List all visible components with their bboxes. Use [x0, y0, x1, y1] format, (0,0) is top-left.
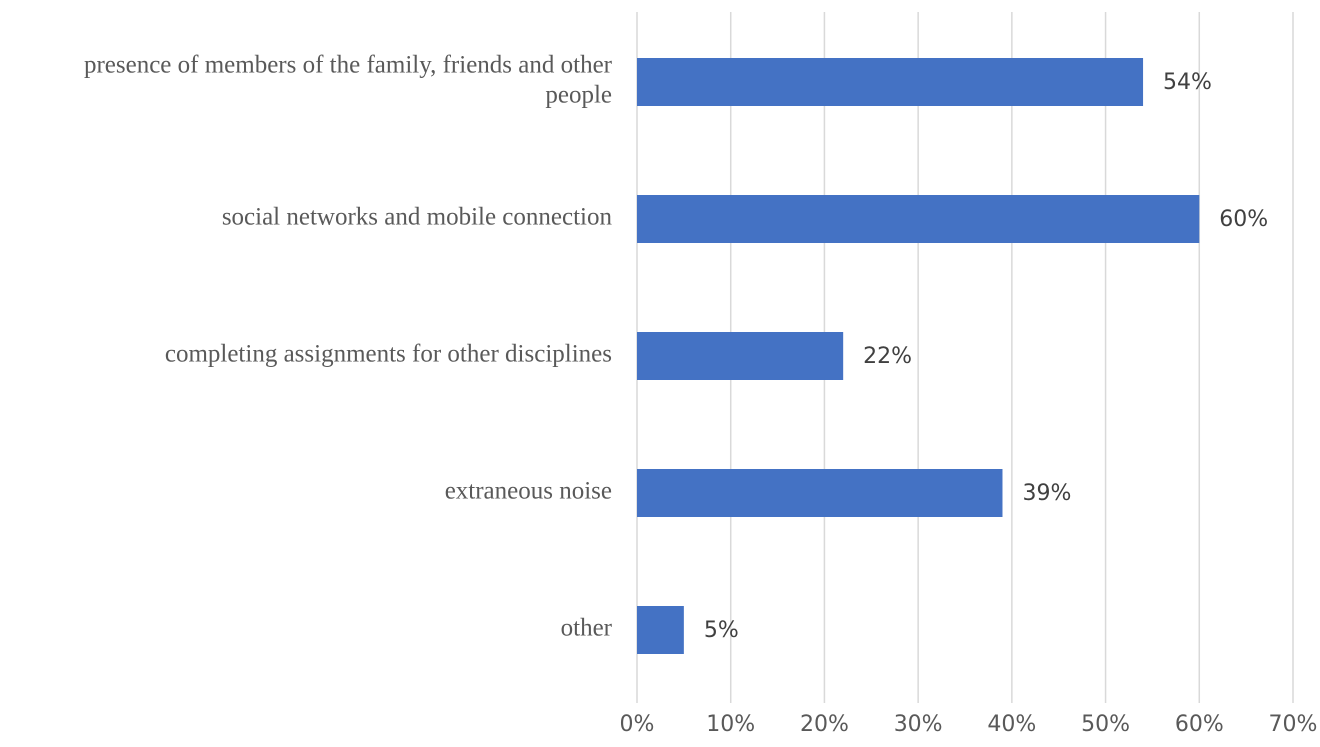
category-label: other — [561, 615, 613, 642]
category-labels: presence of members of the family, frien… — [84, 52, 613, 642]
x-tick-label: 30% — [894, 712, 943, 737]
data-label: 60% — [1219, 207, 1268, 232]
data-label: 22% — [863, 344, 912, 369]
x-tick-label: 50% — [1081, 712, 1130, 737]
category-label: people — [545, 82, 612, 109]
bar — [637, 58, 1144, 106]
bars — [637, 58, 1200, 654]
data-label: 54% — [1163, 70, 1212, 95]
bar — [637, 332, 844, 380]
bar — [637, 606, 684, 654]
data-labels: 54% 60% 22% 39% 5% — [704, 70, 1268, 643]
x-tick-label: 40% — [987, 712, 1036, 737]
category-label: extraneous noise — [445, 478, 612, 505]
x-tick-label: 20% — [800, 712, 849, 737]
x-tick-label: 60% — [1175, 712, 1224, 737]
category-label: completing assignments for other discipl… — [165, 341, 612, 368]
bar — [637, 195, 1200, 243]
category-label: social networks and mobile connection — [222, 204, 613, 231]
category-label: presence of members of the family, frien… — [84, 52, 613, 79]
x-tick-label: 0% — [620, 712, 655, 737]
x-axis-tick-labels: 0% 10% 20% 30% 40% 50% 60% 70% — [620, 712, 1318, 737]
data-label: 5% — [704, 618, 739, 643]
x-tick-label: 10% — [706, 712, 755, 737]
data-label: 39% — [1022, 481, 1071, 506]
x-tick-label: 70% — [1269, 712, 1318, 737]
bar — [637, 469, 1003, 517]
